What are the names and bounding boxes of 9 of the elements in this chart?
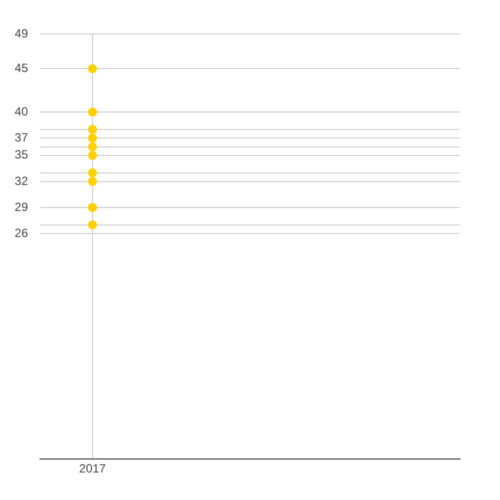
- y-tick-label: 35: [14, 148, 28, 162]
- y-tick-label: 45: [14, 61, 28, 76]
- y-tick-label: 40: [14, 104, 28, 118]
- y-tick-label: 26: [14, 226, 28, 240]
- y-tick-label: 32: [14, 174, 28, 188]
- y-tick-label: 37: [14, 130, 28, 144]
- y-tick-label: 29: [14, 200, 28, 214]
- x-tick-label: 2017: [79, 462, 106, 476]
- y-tick-label: 49: [14, 26, 28, 40]
